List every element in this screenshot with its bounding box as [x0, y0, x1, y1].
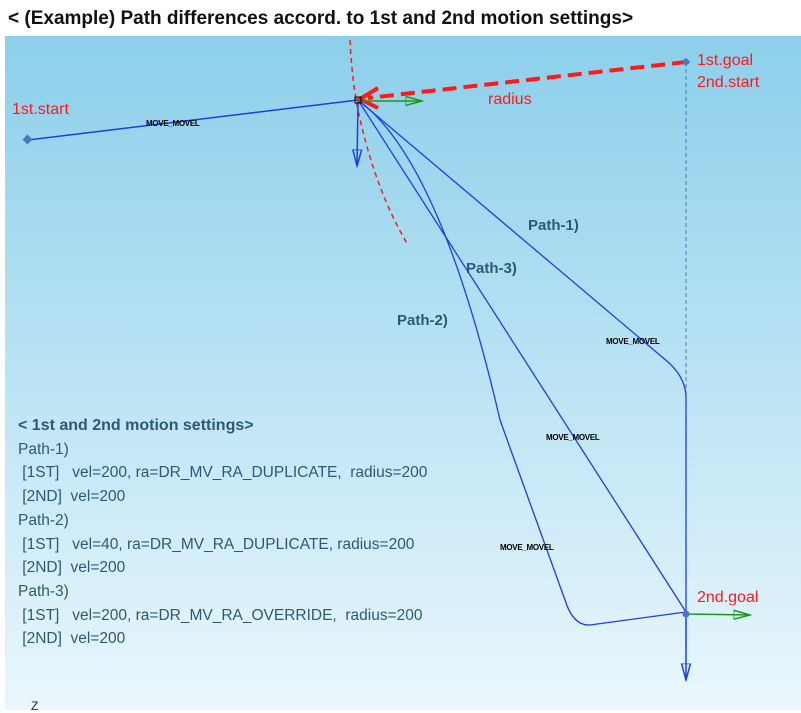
label-path-1: Path-1): [528, 217, 579, 234]
settings-line: [2ND] vel=200: [18, 630, 126, 648]
move-label-4: MOVE_MOVEL: [500, 543, 554, 552]
x-axis-arrow-2: [685, 614, 750, 615]
first-motion-line: [27, 99, 359, 141]
z-axis-arrow-1: [357, 100, 358, 166]
settings-line: [1ST] vel=40, ra=DR_MV_RA_DUPLICATE, rad…: [18, 535, 415, 553]
label-2nd-goal: 2nd.goal: [697, 589, 759, 606]
move-label-3: MOVE_MOVEL: [546, 433, 600, 442]
settings-line: [1ST] vel=200, ra=DR_MV_RA_DUPLICATE, ra…: [18, 464, 428, 482]
settings-line: Path-1): [18, 440, 69, 458]
via-point-marker: [354, 96, 362, 104]
settings-line: Path-2): [18, 511, 69, 529]
goal2-point-marker: [682, 610, 690, 618]
settings-heading: < 1st and 2nd motion settings>: [18, 417, 254, 434]
radius-arc: [349, 39, 409, 246]
settings-line: [1ST] vel=200, ra=DR_MV_RA_OVERRIDE, rad…: [18, 606, 423, 624]
move-label-1: MOVE_MOVEL: [146, 119, 200, 128]
move-label-2: MOVE_MOVEL: [606, 337, 660, 346]
label-radius: radius: [488, 91, 532, 108]
label-1st-goal: 1st.goal: [697, 52, 754, 69]
path-3-curve: [357, 99, 687, 613]
radius-arrow: [367, 60, 687, 100]
settings-line: [2ND] vel=200: [18, 488, 126, 506]
label-path-3: Path-3): [466, 260, 517, 277]
motion-settings: < 1st and 2nd motion settings> Path-1) […: [18, 414, 427, 651]
label-path-2: Path-2): [397, 312, 448, 329]
z-axis-label: Z: [31, 699, 39, 713]
diagram-canvas: [5, 36, 801, 710]
settings-line: [2ND] vel=200: [18, 559, 126, 577]
path-2-curve: [357, 99, 687, 626]
label-1st-start: 1st.start: [12, 101, 69, 118]
goal1-point-marker: [681, 57, 691, 67]
settings-line: Path-3): [18, 582, 69, 600]
start-point-marker: [22, 134, 33, 145]
radius-arrowhead-icon: [355, 86, 380, 110]
label-2nd-start: 2nd.start: [697, 74, 760, 91]
path-1-curve: [357, 99, 687, 612]
page-title: < (Example) Path differences accord. to …: [8, 8, 634, 29]
